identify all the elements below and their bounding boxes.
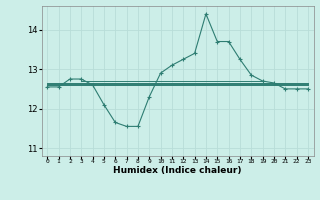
X-axis label: Humidex (Indice chaleur): Humidex (Indice chaleur) <box>113 166 242 175</box>
